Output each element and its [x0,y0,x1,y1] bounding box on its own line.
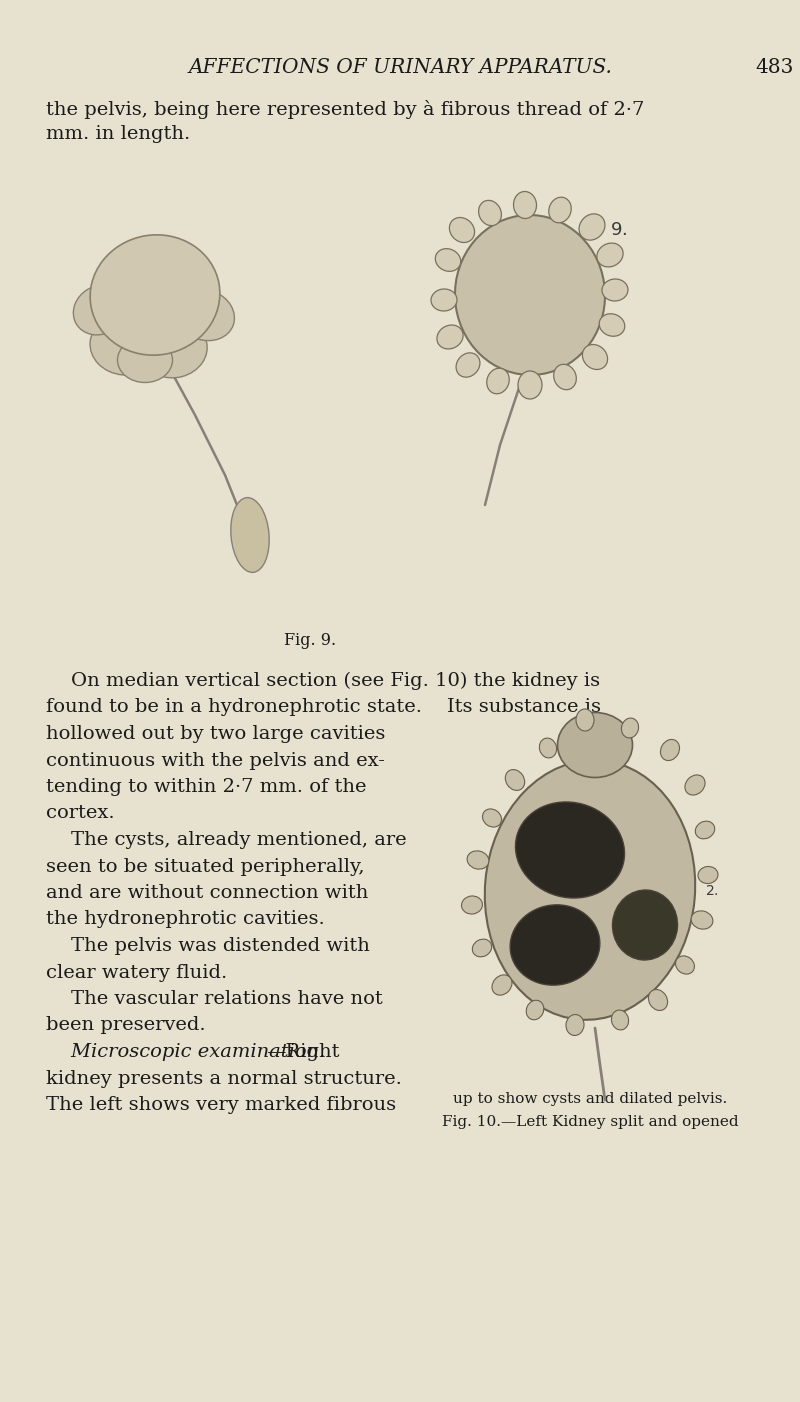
Ellipse shape [230,498,270,572]
Ellipse shape [518,372,542,400]
Text: 483: 483 [755,57,794,77]
Ellipse shape [695,822,714,838]
Text: the hydronephrotic cavities.: the hydronephrotic cavities. [46,910,325,928]
Ellipse shape [486,369,510,394]
Text: seen to be situated peripherally,: seen to be situated peripherally, [46,858,365,875]
Ellipse shape [611,1009,629,1030]
Ellipse shape [691,911,713,930]
Ellipse shape [602,279,628,301]
Text: mm. in length.: mm. in length. [46,125,190,143]
Text: kidney presents a normal structure.: kidney presents a normal structure. [46,1070,402,1088]
Ellipse shape [514,192,537,219]
Ellipse shape [506,770,525,791]
Ellipse shape [579,215,605,240]
Ellipse shape [485,760,695,1019]
Ellipse shape [482,809,502,827]
Text: $\mathit{9.}$: $\mathit{9.}$ [610,222,627,238]
Ellipse shape [472,939,492,956]
Ellipse shape [456,353,480,377]
Ellipse shape [613,890,678,960]
Text: The vascular relations have not: The vascular relations have not [46,990,382,1008]
Text: clear watery fluid.: clear watery fluid. [46,963,227,981]
Ellipse shape [549,198,571,223]
Text: The pelvis was distended with: The pelvis was distended with [46,937,370,955]
Ellipse shape [622,718,638,737]
Text: Fig. 9.: Fig. 9. [284,632,336,649]
Text: The cysts, already mentioned, are: The cysts, already mentioned, are [46,831,406,850]
Ellipse shape [539,737,557,758]
Ellipse shape [467,851,489,869]
Ellipse shape [599,314,625,336]
Text: —Right: —Right [266,1043,339,1061]
Ellipse shape [74,285,126,335]
Ellipse shape [566,1015,584,1036]
Ellipse shape [582,345,607,370]
Text: been preserved.: been preserved. [46,1016,206,1035]
Ellipse shape [558,712,633,778]
Ellipse shape [450,217,474,243]
Ellipse shape [143,322,207,379]
Ellipse shape [437,325,463,349]
Text: Fig. 10.—Left Kidney split and opened: Fig. 10.—Left Kidney split and opened [442,1115,738,1129]
Text: the pelvis, being here represented by à fibrous thread of 2·7: the pelvis, being here represented by à … [46,100,644,119]
Ellipse shape [435,248,461,272]
Ellipse shape [431,289,457,311]
Ellipse shape [576,709,594,730]
Text: cortex.: cortex. [46,805,114,823]
Text: hollowed out by two large cavities: hollowed out by two large cavities [46,725,386,743]
Text: found to be in a hydronephrotic state.    Its substance is: found to be in a hydronephrotic state. I… [46,698,601,716]
Ellipse shape [597,243,623,266]
Text: AFFECTIONS OF URINARY APPARATUS.: AFFECTIONS OF URINARY APPARATUS. [188,57,612,77]
Ellipse shape [90,236,220,355]
Ellipse shape [118,338,173,383]
Ellipse shape [492,974,512,995]
Text: up to show cysts and dilated pelvis.: up to show cysts and dilated pelvis. [453,1092,727,1106]
Ellipse shape [675,956,694,974]
Ellipse shape [698,866,718,883]
Ellipse shape [515,802,625,899]
Ellipse shape [90,315,160,376]
Ellipse shape [661,739,679,760]
Text: Microscopic examination.: Microscopic examination. [46,1043,326,1061]
Text: $\mathit{2.}$: $\mathit{2.}$ [705,885,718,899]
Ellipse shape [554,365,576,390]
Ellipse shape [685,775,705,795]
Text: The left shows very marked fibrous: The left shows very marked fibrous [46,1096,396,1115]
Ellipse shape [526,1000,544,1019]
Text: continuous with the pelvis and ex-: continuous with the pelvis and ex- [46,751,385,770]
Text: and are without connection with: and are without connection with [46,885,368,901]
Ellipse shape [478,200,502,226]
Text: tending to within 2·7 mm. of the: tending to within 2·7 mm. of the [46,778,366,796]
Ellipse shape [462,896,482,914]
Text: On median vertical section (see Fig. 10) the kidney is: On median vertical section (see Fig. 10)… [46,672,600,690]
Ellipse shape [175,289,234,341]
Ellipse shape [455,215,605,374]
Ellipse shape [649,990,667,1011]
Ellipse shape [510,904,600,986]
